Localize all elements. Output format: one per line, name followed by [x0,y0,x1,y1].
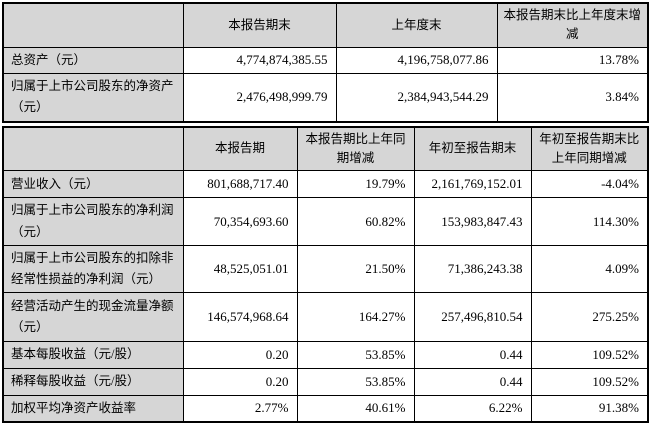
financial-report-page: 本报告期末 上年度末 本报告期末比上年度末增减 总资产（元） 4,774,874… [0,0,649,407]
row-label-operating-cash-flow: 经营活动产生的现金流量净额（元） [3,293,183,342]
column-header-year-to-date: 年初至报告期末 [414,127,531,171]
value-cell: 4,196,758,077.86 [336,47,497,73]
row-label-diluted-eps: 稀释每股收益（元/股） [3,368,183,395]
column-header-prior-year-end: 上年度末 [336,3,497,47]
value-cell: 109.52% [531,342,648,368]
value-cell: 60.82% [297,198,414,246]
value-cell: 801,688,717.40 [183,171,297,198]
value-cell: 146,574,968.64 [183,293,297,342]
table-row: 归属于上市公司股东的扣除非经常性损益的净利润（元） 48,525,051.01 … [3,245,648,293]
value-cell: 109.52% [531,368,648,395]
value-cell: 21.50% [297,245,414,293]
value-cell: 2.77% [183,395,297,422]
table-row: 本报告期末 上年度末 本报告期末比上年度末增减 [3,3,648,47]
balance-summary-table: 本报告期末 上年度末 本报告期末比上年度末增减 总资产（元） 4,774,874… [2,2,649,123]
value-cell: 91.38% [531,395,648,422]
table-row: 基本每股收益（元/股） 0.20 53.85% 0.44 109.52% [3,342,648,368]
column-header-current-period: 本报告期 [183,127,297,171]
column-header-ytd-change-vs-same-period: 年初至报告期末比上年同期增减 [531,127,648,171]
table-row: 归属于上市公司股东的净利润（元） 70,354,693.60 60.82% 15… [3,198,648,246]
income-summary-table: 本报告期 本报告期比上年同期增减 年初至报告期末 年初至报告期末比上年同期增减 … [2,126,649,423]
table-row: 总资产（元） 4,774,874,385.55 4,196,758,077.86… [3,47,648,73]
value-cell: 153,983,847.43 [414,198,531,246]
value-cell: 19.79% [297,171,414,198]
table-row: 本报告期 本报告期比上年同期增减 年初至报告期末 年初至报告期末比上年同期增减 [3,127,648,171]
table-row: 经营活动产生的现金流量净额（元） 146,574,968.64 164.27% … [3,293,648,342]
value-cell: 3.84% [497,74,648,122]
value-cell: 0.44 [414,342,531,368]
value-cell: 164.27% [297,293,414,342]
value-cell: 0.20 [183,368,297,395]
row-label-weighted-avg-roe: 加权平均净资产收益率 [3,395,183,422]
column-header-change-vs-prior-year-end: 本报告期末比上年度末增减 [497,3,648,47]
table-row: 营业收入（元） 801,688,717.40 19.79% 2,161,769,… [3,171,648,198]
value-cell: 2,476,498,999.79 [183,74,336,122]
value-cell: 48,525,051.01 [183,245,297,293]
value-cell: 2,161,769,152.01 [414,171,531,198]
value-cell: 71,386,243.38 [414,245,531,293]
row-label-net-profit: 归属于上市公司股东的净利润（元） [3,198,183,246]
row-label-net-profit-excl-nonrecurring: 归属于上市公司股东的扣除非经常性损益的净利润（元） [3,245,183,293]
table-row: 稀释每股收益（元/股） 0.20 53.85% 0.44 109.52% [3,368,648,395]
row-label-operating-revenue: 营业收入（元） [3,171,183,198]
value-cell: 0.44 [414,368,531,395]
column-header-current-period-end: 本报告期末 [183,3,336,47]
value-cell: 6.22% [414,395,531,422]
table-row: 加权平均净资产收益率 2.77% 40.61% 6.22% 91.38% [3,395,648,422]
row-label-net-assets: 归属于上市公司股东的净资产（元） [3,74,183,122]
value-cell: 257,496,810.54 [414,293,531,342]
column-header-empty [3,3,183,47]
value-cell: 4.09% [531,245,648,293]
value-cell: 114.30% [531,198,648,246]
value-cell: 2,384,943,544.29 [336,74,497,122]
row-label-total-assets: 总资产（元） [3,47,183,73]
value-cell: 53.85% [297,342,414,368]
column-header-change-vs-same-period: 本报告期比上年同期增减 [297,127,414,171]
value-cell: -4.04% [531,171,648,198]
value-cell: 275.25% [531,293,648,342]
column-header-empty [3,127,183,171]
value-cell: 53.85% [297,368,414,395]
value-cell: 70,354,693.60 [183,198,297,246]
value-cell: 40.61% [297,395,414,422]
value-cell: 0.20 [183,342,297,368]
value-cell: 13.78% [497,47,648,73]
row-label-basic-eps: 基本每股收益（元/股） [3,342,183,368]
value-cell: 4,774,874,385.55 [183,47,336,73]
table-row: 归属于上市公司股东的净资产（元） 2,476,498,999.79 2,384,… [3,74,648,122]
